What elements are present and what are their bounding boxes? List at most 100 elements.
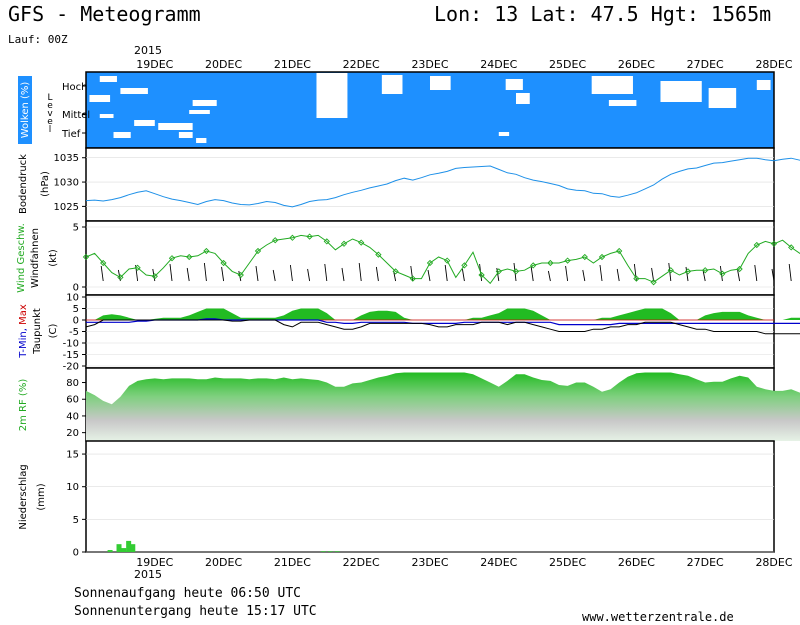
wind-unit: (kt) [48, 249, 59, 267]
top-date-label: 19DEC [136, 58, 173, 71]
wind-barb [427, 269, 431, 282]
wind-barb [272, 269, 276, 282]
temperature-ylabel2: Taupunkt [32, 308, 43, 355]
wind-barb [375, 266, 379, 282]
y-tick-label: 1025 [54, 202, 79, 213]
cloud-clear-patch [196, 138, 207, 143]
pressure-ylabel: Bodendruck [18, 154, 29, 214]
y-tick-label: -5 [69, 327, 79, 338]
tmin-line [86, 318, 800, 326]
wind-barb [685, 266, 689, 282]
cloud-level-letter: e [47, 101, 53, 111]
bottom-date-labels: 19DEC 20DEC 21DEC 22DEC 23DEC 24DEC 25DEC 26DEC… [136, 556, 793, 569]
sunset-info: Sonnenuntergang heute 15:17 UTC [74, 604, 317, 619]
location-info: Lon: 13 Lat: 47.5 Hgt: 1565m [434, 2, 772, 26]
dewpoint-line [85, 319, 800, 335]
cloud-level-letter: e [47, 117, 53, 127]
wind-barb [341, 267, 345, 282]
wind-panel: Wind Geschw. Windfahnen (kt) 0 5 [16, 220, 800, 296]
wind-barb [737, 269, 741, 282]
temperature-unit: (C) [48, 324, 59, 339]
wind-speed-marker [100, 259, 107, 267]
bottom-date-label: 27DEC [687, 556, 724, 569]
pressure-panel: Bodendruck (hPa) 1025 1030 1035 [18, 147, 800, 222]
wind-barb [255, 265, 259, 282]
wind-panel-frame [85, 220, 775, 296]
wind-speed-marker [564, 257, 571, 264]
top-date-label: 27DEC [687, 58, 724, 71]
y-tick-label: 20 [66, 428, 79, 439]
wind-barb [289, 264, 293, 282]
wind-barb [530, 266, 534, 282]
wind-barb [307, 268, 311, 282]
bottom-date-label: 25DEC [549, 556, 586, 569]
y-tick-label: 60 [66, 395, 79, 406]
wind-speed-marker [461, 262, 468, 269]
wind-barb [616, 268, 620, 282]
humidity-ylabel: 2m RF (%) [18, 379, 29, 432]
y-tick-label: 0 [73, 548, 79, 559]
sunrise-info: Sonnenaufgang heute 06:50 UTC [74, 586, 301, 601]
y-tick-label: -10 [63, 339, 79, 350]
wind-speed-marker [134, 264, 141, 271]
cloud-clear-patch [316, 73, 348, 118]
y-tick-label: 1030 [54, 178, 79, 189]
y-tick-label: 5 [73, 223, 79, 234]
wind-speed-marker [306, 233, 313, 240]
meteogram-chart: 2015 19DEC 20DEC 21DEC 22DEC 23DEC 24DEC 25DEC… [16, 44, 800, 580]
y-tick-label: 0 [73, 316, 79, 327]
y-tick-label: 10 [66, 293, 79, 304]
cloud-ylabel-box [18, 76, 32, 144]
precipitation-bar [126, 540, 132, 552]
precipitation-bar [107, 550, 113, 552]
wind-speed-marker [82, 253, 90, 261]
cloud-clear-patch [708, 88, 737, 108]
wind-speed-marker [478, 271, 485, 279]
y-tick-label: 80 [66, 378, 79, 389]
top-date-label: 25DEC [549, 58, 586, 71]
cloud-clear-patch [498, 132, 510, 136]
wind-barbs [100, 262, 792, 282]
source-credit[interactable]: www.wetterzentrale.de [582, 610, 734, 624]
precipitation-bars [107, 540, 340, 552]
bottom-date-label: 21DEC [274, 556, 311, 569]
wind-speed-marker [444, 257, 451, 264]
bottom-year-label: 2015 [134, 568, 162, 580]
precipitation-bar [121, 548, 127, 552]
top-date-label: 22DEC [343, 58, 380, 71]
wind-ylabel2: Windfahnen [30, 228, 41, 288]
precipitation-panel-frame [85, 440, 775, 553]
wind-speed-marker [220, 259, 227, 267]
cloud-clear-patch [608, 100, 637, 106]
precipitation-bar [116, 544, 122, 552]
wind-speed-line [85, 234, 800, 285]
y-tick-label: 5 [73, 304, 79, 315]
wind-speed-marker [495, 268, 502, 275]
wind-barb [169, 263, 173, 282]
cloud-level-letter: l [49, 125, 52, 135]
wind-barb [651, 267, 655, 282]
wind-speed-marker [530, 262, 537, 269]
wind-speed-marker [667, 267, 674, 274]
wind-speed-marker [770, 240, 778, 247]
precipitation-panel: Niederschlag (mm) 0 5 10 15 [18, 440, 775, 559]
wind-speed-marker [237, 271, 244, 279]
wind-speed-marker [598, 253, 606, 261]
wind-speed-marker [702, 267, 709, 274]
wind-speed-marker [117, 274, 124, 281]
wind-speed-marker [289, 234, 296, 241]
y-tick-label: 40 [66, 411, 79, 422]
y-tick-label: -15 [63, 350, 79, 361]
wind-speed-marker [788, 244, 795, 251]
cloud-clear-patches [89, 73, 771, 143]
cloud-clear-patch [381, 75, 403, 94]
cloud-clear-patch [189, 110, 210, 114]
wind-speed-marker [392, 268, 399, 275]
cloud-level-label: Hoch [62, 82, 87, 93]
top-date-label: 21DEC [274, 58, 311, 71]
cloud-clear-patch [158, 123, 193, 130]
temperature-areas [85, 308, 800, 335]
bottom-date-label: 20DEC [205, 556, 242, 569]
cloud-ylabel: Wolken (%) [20, 82, 31, 139]
